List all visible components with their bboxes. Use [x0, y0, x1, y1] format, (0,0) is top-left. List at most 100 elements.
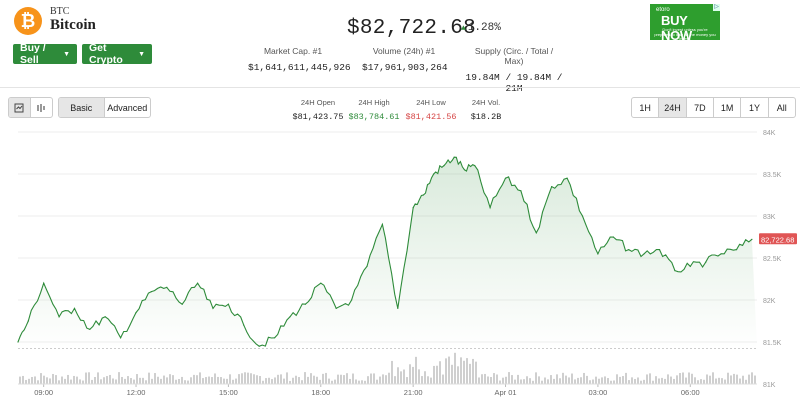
- volume-bar: [361, 380, 363, 384]
- y-tick-label: 82K: [763, 298, 776, 305]
- mode-basic-button[interactable]: Basic: [59, 98, 105, 117]
- volume-bar: [370, 373, 372, 384]
- price-point: [658, 249, 661, 251]
- volume-bar: [130, 378, 132, 384]
- volume-bar: [511, 375, 513, 384]
- high-value: $83,784.61: [348, 112, 400, 122]
- price-point: [581, 215, 584, 217]
- volume-bar: [136, 374, 138, 384]
- high-label: 24H High: [358, 98, 390, 107]
- price-point: [274, 337, 276, 339]
- volume-bar: [295, 375, 297, 384]
- volume-value: $17,961,903,264: [362, 62, 448, 73]
- volume-bar: [583, 372, 585, 384]
- range-7d-button[interactable]: 7D: [687, 98, 714, 117]
- low-value: $81,421.56: [405, 112, 457, 122]
- volume-bar: [637, 377, 639, 384]
- volume-bar: [355, 379, 357, 384]
- price-point: [366, 265, 368, 267]
- volume-bar: [196, 375, 198, 384]
- bar-chart-icon[interactable]: [31, 98, 52, 117]
- volume-bar: [199, 372, 201, 384]
- volume-bar: [283, 378, 285, 384]
- volume-bar: [166, 377, 168, 384]
- x-tick-label: 15:00: [219, 388, 238, 397]
- volume-bar: [265, 378, 267, 384]
- volume-bar: [718, 377, 720, 384]
- y-tick-label: 82.5K: [763, 256, 782, 263]
- range-1h-button[interactable]: 1H: [632, 98, 660, 117]
- price-point: [535, 232, 537, 234]
- volume-bar: [313, 375, 315, 384]
- volume-bar: [235, 378, 237, 384]
- volume-bar: [568, 377, 570, 384]
- volume-bar: [754, 375, 756, 384]
- volume-bar: [325, 372, 327, 384]
- volume-bar: [28, 378, 30, 384]
- price-point: [289, 316, 291, 318]
- volume-bar: [457, 366, 459, 384]
- volume-bar: [622, 376, 624, 384]
- volume-bar: [604, 376, 606, 384]
- range-all-button[interactable]: All: [776, 102, 787, 113]
- volume-bar: [697, 380, 699, 384]
- volume-bar: [382, 374, 384, 384]
- volume-bar: [472, 358, 474, 384]
- mode-advanced-button[interactable]: Advanced: [107, 102, 148, 113]
- volume-bar: [400, 371, 402, 384]
- volume-bar: [256, 375, 258, 384]
- volume-bar: [439, 361, 441, 384]
- supply-value: 19.84M / 19.84M / 21M: [465, 72, 563, 94]
- price-point: [674, 270, 676, 272]
- ad-brand: etoro: [656, 7, 670, 13]
- volume-bar: [418, 369, 420, 384]
- buy-sell-button[interactable]: Buy / Sell ▼: [13, 42, 77, 66]
- price-point: [89, 328, 91, 330]
- price-point: [433, 173, 435, 175]
- volume-bar: [280, 374, 282, 384]
- range-24h-button[interactable]: 24H: [659, 98, 687, 117]
- supply-label: Supply (Circ. / Total / Max): [474, 46, 554, 66]
- volume-bar: [634, 378, 636, 384]
- volume-bar: [451, 364, 453, 384]
- volume-bar: [115, 379, 117, 384]
- volume-bar: [658, 378, 660, 384]
- volume-bar: [670, 376, 672, 384]
- low-stat: 24H Low $81,421.56: [404, 98, 458, 122]
- volume-bar: [193, 374, 195, 384]
- volume-bar: [616, 374, 618, 384]
- volume-bar: [118, 372, 120, 384]
- volume-bar: [676, 375, 678, 384]
- volume-bar: [667, 374, 669, 384]
- price-point: [397, 307, 399, 309]
- volume-bar: [523, 379, 525, 384]
- volume-bar: [430, 377, 432, 384]
- volume-bar: [178, 378, 180, 384]
- volume-bar: [688, 372, 690, 384]
- volume-bar: [520, 379, 522, 384]
- candlestick-icon[interactable]: [9, 98, 31, 117]
- range-1m-button[interactable]: 1M: [714, 98, 742, 117]
- etoro-ad-banner[interactable]: etoro BUY NOW Don't invest unless you're…: [650, 4, 720, 40]
- volume-bar: [553, 378, 555, 384]
- price-point: [751, 238, 753, 240]
- volume-bar: [190, 377, 192, 384]
- volume-bar: [214, 373, 216, 384]
- market-cap-label: Market Cap. #1: [263, 46, 323, 56]
- range-1y-button[interactable]: 1Y: [741, 98, 769, 117]
- volume-bar: [160, 378, 162, 384]
- volume-bar: [631, 377, 633, 384]
- volume-bar: [37, 380, 39, 384]
- bitcoin-logo-icon: ₿: [14, 7, 42, 35]
- volume-bar: [76, 376, 78, 384]
- volume-bar: [226, 378, 228, 384]
- price-point: [197, 282, 199, 284]
- volume-bar: [220, 377, 222, 384]
- volume-bar: [67, 374, 69, 384]
- volume-bar: [613, 380, 615, 384]
- open-label: 24H Open: [300, 98, 336, 107]
- up-arrow-icon: ▲: [461, 24, 466, 33]
- get-crypto-button[interactable]: Get Crypto ▼: [82, 42, 152, 66]
- ad-info-icon[interactable]: ▷: [713, 4, 720, 11]
